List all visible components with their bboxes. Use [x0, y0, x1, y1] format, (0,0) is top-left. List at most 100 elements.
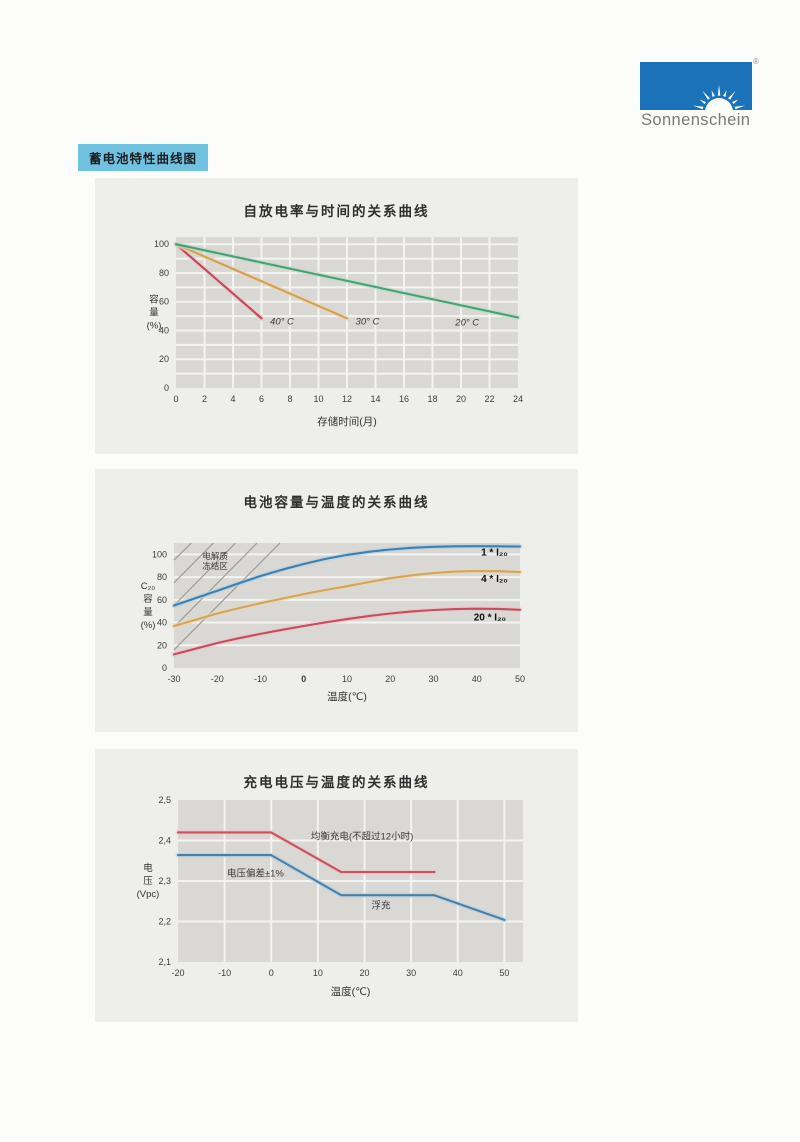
- chart-panel-self-discharge: 40° C 30° C 20° C 0 2 4 6 8 10 12 14 16 18 20 22 24 0 20 4…: [95, 178, 578, 454]
- series-float-charge: [175, 852, 507, 923]
- svg-text:10: 10: [313, 394, 323, 404]
- series-label-4xI20: 4 * I₂₀: [481, 574, 508, 585]
- series-20xI20: [171, 606, 523, 657]
- svg-text:8: 8: [287, 394, 292, 404]
- svg-text:40: 40: [157, 618, 167, 628]
- svg-text:2,1: 2,1: [158, 957, 171, 967]
- svg-text:40: 40: [472, 674, 482, 684]
- series-4xI20: [171, 568, 523, 629]
- svg-text:100: 100: [152, 549, 167, 559]
- series-20C: [173, 241, 521, 320]
- svg-text:60: 60: [159, 297, 169, 307]
- svg-text:2,3: 2,3: [158, 876, 171, 886]
- svg-text:0: 0: [173, 394, 178, 404]
- gridlines: [176, 237, 518, 388]
- svg-text:2,2: 2,2: [158, 917, 171, 927]
- annotation-2: 浮充: [371, 900, 391, 912]
- svg-text:20: 20: [456, 394, 466, 404]
- chart-title-capacity-temperature: 电池容量与温度的关系曲线: [243, 495, 430, 510]
- page-title: 蓄电池特性曲线图: [89, 152, 198, 166]
- svg-text:C₂₀: C₂₀: [141, 581, 156, 592]
- plot-area: [174, 543, 520, 668]
- svg-text:0: 0: [269, 968, 274, 978]
- svg-text:-30: -30: [167, 674, 180, 684]
- logo-wordmark: Sonnenschein: [641, 111, 751, 129]
- series-30C: [173, 241, 350, 321]
- x-axis-label: 存储时间(月): [317, 415, 377, 428]
- registered-mark: ®: [753, 57, 759, 66]
- svg-text:20: 20: [359, 968, 369, 978]
- svg-text:电解质: 电解质: [202, 551, 228, 561]
- series-label-30C: 30° C: [356, 317, 380, 328]
- svg-text:-10: -10: [218, 968, 231, 978]
- annotation-0: 均衡充电(不超过12小时): [311, 830, 413, 842]
- svg-text:16: 16: [399, 394, 409, 404]
- x-axis-label: 温度(℃): [327, 690, 367, 703]
- svg-text:40: 40: [453, 968, 463, 978]
- axis-ticks: -30 -20 -10 0 10 20 30 40 50 0 20 40 60 80 100: [152, 549, 525, 684]
- sun-disc: [705, 98, 733, 110]
- charge-voltage-chart: 均衡充电(不超过12小时) 电压偏差±1% 浮充 -20 -10 0 10 20 30 40 50 2…: [137, 795, 523, 998]
- svg-text:容: 容: [149, 294, 159, 306]
- svg-text:压: 压: [143, 876, 153, 887]
- series-label-1xI20: 1 * I₂₀: [481, 548, 508, 559]
- svg-text:2: 2: [202, 394, 207, 404]
- y-axis-label: 容量 (%): [147, 294, 162, 332]
- x-axis-label: 温度(℃): [331, 985, 371, 998]
- svg-text:量: 量: [149, 308, 159, 319]
- series-1xI20: [171, 543, 523, 608]
- svg-text:18: 18: [427, 394, 437, 404]
- svg-text:量: 量: [143, 607, 153, 618]
- svg-text:50: 50: [515, 674, 525, 684]
- chart-title-self-discharge: 自放电率与时间的关系曲线: [243, 204, 430, 219]
- svg-text:(Vpc): (Vpc): [137, 889, 160, 900]
- svg-text:80: 80: [157, 572, 167, 582]
- series-label-40C: 40° C: [270, 317, 294, 328]
- svg-text:22: 22: [484, 394, 494, 404]
- svg-text:4: 4: [230, 394, 235, 404]
- page-header-badge: 蓄电池特性曲线图: [78, 144, 209, 171]
- svg-text:20: 20: [385, 674, 395, 684]
- svg-text:0: 0: [164, 383, 169, 393]
- svg-text:0: 0: [162, 663, 167, 673]
- self-discharge-chart: 40° C 30° C 20° C0 2 4 6 8 10 12 14 16 18 20 22 240204…: [147, 237, 523, 428]
- svg-text:2,4: 2,4: [158, 836, 171, 846]
- series-label-20xI20: 20 * I₂₀: [474, 612, 506, 623]
- chart-panel-charge-voltage: 均衡充电(不超过12小时) 电压偏差±1% 浮充 -20 -10 0 10 20 30 40 50 2…: [95, 749, 578, 1022]
- axis-ticks: -20 -10 0 10 20 30 40 50 2,1 2,2 2,3 2,4 2,5: [158, 795, 509, 978]
- svg-text:冻结区: 冻结区: [202, 561, 228, 571]
- series-40C: [173, 241, 264, 321]
- logo-box: [640, 62, 752, 110]
- series-equalize-charge: [175, 829, 437, 875]
- svg-text:-20: -20: [211, 674, 224, 684]
- svg-text:容: 容: [143, 593, 153, 605]
- svg-text:(%): (%): [141, 620, 156, 631]
- svg-text:30: 30: [428, 674, 438, 684]
- svg-text:10: 10: [342, 674, 352, 684]
- y-axis-label: 电压 (Vpc): [137, 862, 160, 900]
- svg-text:-10: -10: [254, 674, 267, 684]
- svg-text:电: 电: [143, 862, 153, 874]
- sun-rising-icon: [692, 85, 746, 110]
- gridlines: [174, 553, 520, 647]
- svg-text:40: 40: [159, 325, 169, 335]
- svg-text:2,5: 2,5: [158, 795, 171, 805]
- svg-text:20: 20: [157, 640, 167, 650]
- svg-text:20: 20: [159, 354, 169, 364]
- series-label-20C: 20° C: [454, 317, 479, 328]
- svg-text:12: 12: [342, 394, 352, 404]
- sun-rays: [692, 85, 746, 110]
- svg-text:10: 10: [313, 968, 323, 978]
- sonnenschein-logo: ® Sonnenschein: [640, 57, 760, 129]
- svg-text:60: 60: [157, 595, 167, 605]
- svg-text:30: 30: [406, 968, 416, 978]
- chart-title-charge-voltage: 充电电压与温度的关系曲线: [243, 775, 430, 790]
- svg-text:14: 14: [370, 394, 380, 404]
- svg-text:24: 24: [513, 394, 523, 404]
- chart-panel-capacity-temperature: 电解质 冻结区 1 * I₂₀ 4 * I₂₀ 20 * I₂₀ -30 -20 -10 0 10…: [95, 469, 578, 732]
